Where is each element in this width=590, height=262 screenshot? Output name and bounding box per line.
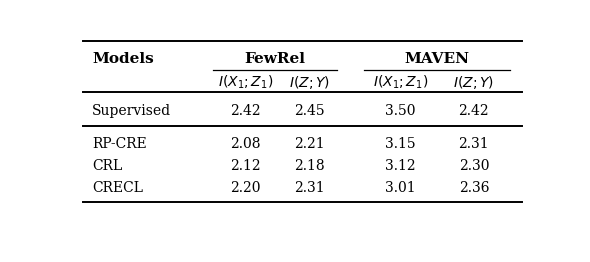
Text: MAVEN: MAVEN [405, 52, 470, 66]
Text: 2.20: 2.20 [230, 181, 260, 195]
Text: 3.15: 3.15 [385, 137, 416, 151]
Text: 2.21: 2.21 [294, 137, 324, 151]
Text: $I(Z;Y)$: $I(Z;Y)$ [289, 74, 330, 91]
Text: $I(X_1;Z_1)$: $I(X_1;Z_1)$ [218, 74, 273, 91]
Text: CRECL: CRECL [92, 181, 143, 195]
Text: 2.18: 2.18 [294, 159, 324, 173]
Text: 2.42: 2.42 [458, 104, 489, 118]
Text: 2.45: 2.45 [294, 104, 324, 118]
Text: 2.36: 2.36 [458, 181, 489, 195]
Text: 2.12: 2.12 [230, 159, 261, 173]
Text: 2.08: 2.08 [230, 137, 260, 151]
Text: $I(Z;Y)$: $I(Z;Y)$ [453, 74, 494, 91]
Text: 2.31: 2.31 [294, 181, 324, 195]
Text: 2.42: 2.42 [230, 104, 261, 118]
Text: 3.12: 3.12 [385, 159, 416, 173]
Text: 2.31: 2.31 [458, 137, 489, 151]
Text: RP-CRE: RP-CRE [92, 137, 147, 151]
Text: Supervised: Supervised [92, 104, 171, 118]
Text: Models: Models [92, 52, 154, 66]
Text: 3.01: 3.01 [385, 181, 416, 195]
Text: $I(X_1;Z_1)$: $I(X_1;Z_1)$ [373, 74, 428, 91]
Text: 2.30: 2.30 [458, 159, 489, 173]
Text: CRL: CRL [92, 159, 122, 173]
Text: FewRel: FewRel [244, 52, 306, 66]
Text: 3.50: 3.50 [385, 104, 416, 118]
